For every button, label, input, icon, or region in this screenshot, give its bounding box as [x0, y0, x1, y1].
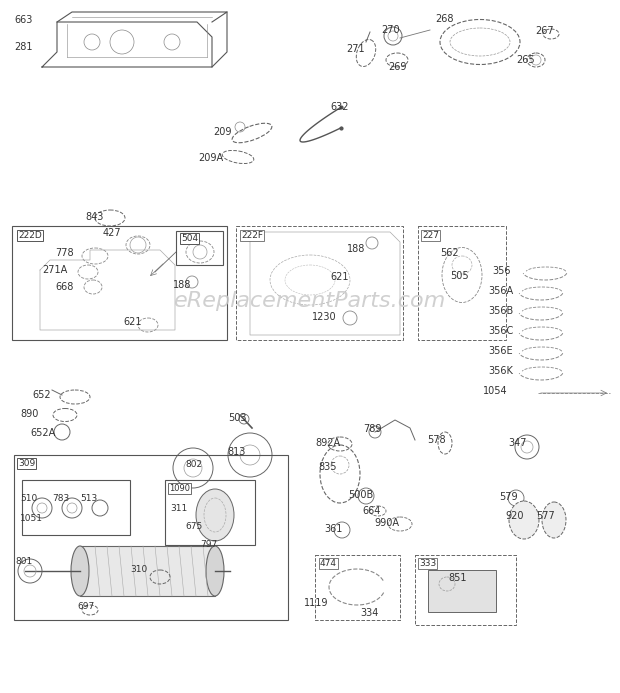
- Text: eReplacementParts.com: eReplacementParts.com: [174, 292, 446, 311]
- Text: 577: 577: [536, 511, 555, 521]
- Bar: [80, 546, 215, 596]
- Bar: [315, 555, 400, 620]
- Ellipse shape: [71, 546, 89, 596]
- Text: 334: 334: [360, 608, 378, 618]
- Text: 267: 267: [535, 26, 554, 36]
- Text: 1051: 1051: [20, 514, 43, 523]
- Text: 504: 504: [181, 234, 198, 243]
- Text: 652: 652: [32, 390, 51, 400]
- Text: 209A: 209A: [198, 153, 223, 163]
- Text: 663: 663: [14, 15, 32, 25]
- Text: 578: 578: [427, 435, 446, 445]
- Text: 356A: 356A: [488, 286, 513, 296]
- Text: 510: 510: [20, 494, 37, 503]
- Text: 356K: 356K: [488, 366, 513, 376]
- Ellipse shape: [206, 546, 224, 596]
- Text: 783: 783: [52, 494, 69, 503]
- Text: 356C: 356C: [488, 326, 513, 336]
- Text: 356: 356: [492, 266, 510, 276]
- Text: 281: 281: [14, 42, 32, 52]
- Text: 188: 188: [347, 244, 365, 254]
- Bar: [12, 226, 227, 340]
- Text: 222F: 222F: [241, 231, 263, 240]
- Text: 621: 621: [330, 272, 348, 282]
- Text: 1090: 1090: [169, 484, 190, 493]
- Text: 802: 802: [185, 460, 202, 469]
- Text: 270: 270: [381, 25, 400, 35]
- Text: 579: 579: [499, 492, 518, 502]
- Text: 513: 513: [80, 494, 97, 503]
- Bar: [415, 555, 516, 625]
- Text: 227: 227: [422, 231, 439, 240]
- Bar: [165, 480, 255, 545]
- Text: 697: 697: [77, 602, 94, 611]
- Text: 920: 920: [505, 511, 523, 521]
- Text: 797: 797: [200, 540, 217, 549]
- Text: 851: 851: [448, 573, 466, 583]
- Text: 890: 890: [20, 409, 38, 419]
- Bar: [418, 226, 506, 340]
- Text: 892A: 892A: [315, 438, 340, 448]
- Text: 356E: 356E: [488, 346, 513, 356]
- Bar: [428, 570, 496, 612]
- Text: 269: 269: [388, 62, 407, 72]
- Text: 209: 209: [213, 127, 231, 137]
- Text: 309: 309: [18, 459, 35, 468]
- Text: 562: 562: [440, 248, 459, 258]
- Text: 621: 621: [123, 317, 141, 327]
- Text: 1054: 1054: [483, 386, 508, 396]
- Text: 188: 188: [173, 280, 192, 290]
- Text: 664: 664: [362, 506, 381, 516]
- Text: 801: 801: [15, 557, 32, 566]
- Text: 271: 271: [346, 44, 365, 54]
- Bar: [176, 231, 223, 265]
- Ellipse shape: [542, 502, 566, 538]
- Bar: [22, 480, 130, 535]
- Text: 990A: 990A: [374, 518, 399, 528]
- Text: 427: 427: [103, 228, 122, 238]
- Text: 474: 474: [320, 559, 337, 568]
- Text: 361: 361: [324, 524, 342, 534]
- Text: 843: 843: [85, 212, 104, 222]
- Text: 265: 265: [516, 55, 534, 65]
- Text: 778: 778: [55, 248, 74, 258]
- Text: 835: 835: [318, 462, 337, 472]
- Text: 1119: 1119: [304, 598, 329, 608]
- Text: 503: 503: [228, 413, 247, 423]
- Text: 652A: 652A: [30, 428, 55, 438]
- Text: 222D: 222D: [18, 231, 42, 240]
- Text: 347: 347: [508, 438, 526, 448]
- Text: 675: 675: [185, 522, 202, 531]
- Bar: [14, 455, 288, 620]
- Text: 632: 632: [330, 102, 348, 112]
- Text: 333: 333: [419, 559, 436, 568]
- Text: 311: 311: [170, 504, 187, 513]
- Text: 271A: 271A: [42, 265, 67, 275]
- Text: 813: 813: [227, 447, 246, 457]
- Text: 268: 268: [435, 14, 453, 24]
- Text: 505: 505: [450, 271, 469, 281]
- Text: 1230: 1230: [312, 312, 337, 322]
- Bar: [236, 226, 403, 340]
- Text: 310: 310: [130, 565, 148, 574]
- Ellipse shape: [509, 501, 539, 539]
- Text: 789: 789: [363, 424, 381, 434]
- Ellipse shape: [196, 489, 234, 541]
- Text: 668: 668: [55, 282, 73, 292]
- Text: 356B: 356B: [488, 306, 513, 316]
- Text: 500B: 500B: [348, 490, 373, 500]
